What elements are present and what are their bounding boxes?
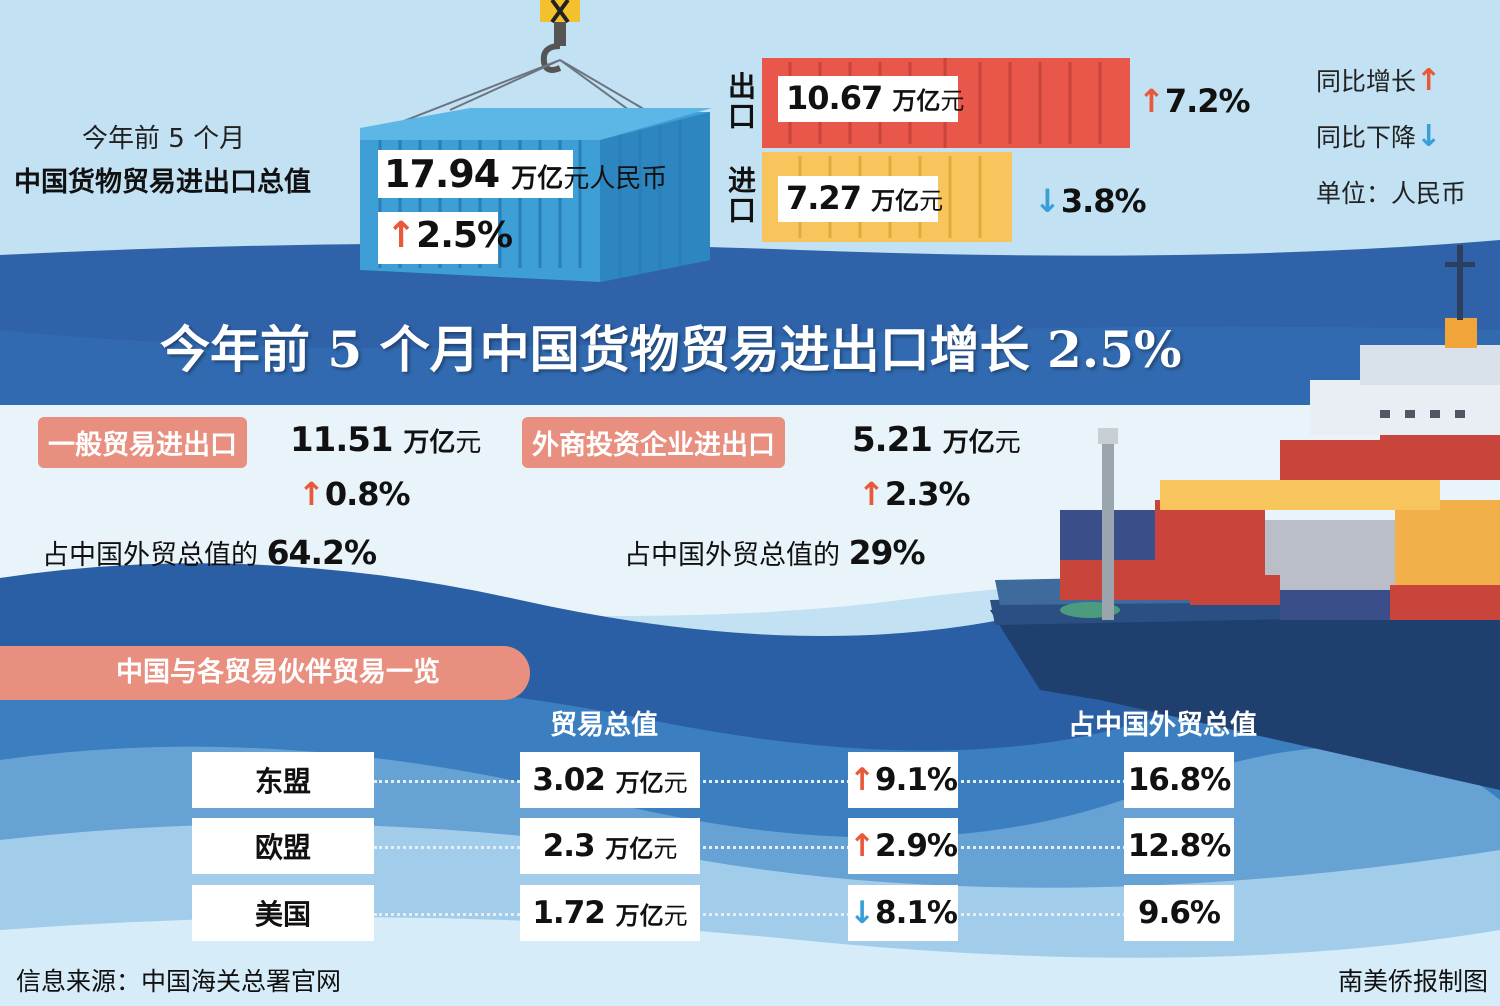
up-arrow-icon: ↑ [858,475,885,513]
partner-growth: ↓ 8.1% [848,885,958,941]
partner-unit-bold: 万亿 [615,768,664,797]
export-unit-bold: 万亿 [892,87,941,115]
up-arrow-icon: ↑ [1138,82,1165,120]
export-unit-rest: 元 [940,87,965,115]
row-connector [374,780,1234,783]
import-growth: ↓3.8% [1034,182,1147,220]
down-arrow-icon: ↓ [849,895,875,931]
partner-name: 欧盟 [192,818,374,874]
down-arrow-icon: ↓ [1416,119,1442,154]
legend-down: 同比下降↓ [1316,118,1441,154]
source-note: 信息来源：中国海关总署官网 [16,967,342,996]
general-trade-unit-bold: 万亿 [403,428,456,458]
total-value: 17.94 万亿元人民币 [384,152,667,196]
credit-note: 南美侨报制图 [1337,967,1488,996]
partner-value-number: 2.3 [542,828,596,864]
partner-share: 16.8% [1124,752,1234,808]
partner-unit-bold: 万亿 [605,834,654,863]
up-arrow-icon: ↑ [849,762,875,798]
partners-title: 中国与各贸易伙伴贸易一览 [0,646,530,700]
partner-growth-value: 9.1% [875,762,958,798]
partner-value: 2.3 万亿元 [520,818,700,874]
total-growth: ↑2.5% [386,215,513,256]
total-unit-rest: 元人民币 [563,164,668,194]
down-arrow-icon: ↓ [1034,182,1061,220]
export-label: 出口 [728,72,760,132]
partner-value-number: 1.72 [532,895,605,931]
foreign-invested-number: 5.21 [852,420,933,460]
general-trade-share-value: 64.2% [266,533,377,572]
partner-growth: ↑ 9.1% [848,752,958,808]
import-unit-rest: 元 [919,187,944,215]
partner-share-value: 12.8% [1127,828,1232,864]
partner-unit-rest: 元 [663,768,688,797]
general-trade-growth: ↑0.8% [298,475,411,513]
import-label: 进口 [728,166,760,226]
partner-share-value: 9.6% [1138,895,1221,931]
general-trade-share-text: 占中国外贸总值的 [42,540,258,571]
partner-name: 东盟 [192,752,374,808]
total-unit-bold: 万亿 [511,164,564,194]
up-arrow-icon: ↑ [1416,63,1442,98]
partner-value: 3.02 万亿元 [520,752,700,808]
total-caption-line1: 今年前 5 个月 [82,124,246,154]
general-trade-label: 一般贸易进出口 [38,417,247,468]
total-growth-box [378,212,498,264]
legend-up-text: 同比增长 [1316,67,1417,96]
partner-unit-bold: 万亿 [615,901,664,930]
export-value-box [778,76,958,122]
import-value: 7.27 万亿元 [786,179,943,217]
export-value: 10.67 万亿元 [786,79,964,117]
partner-share: 9.6% [1124,885,1234,941]
general-trade-growth-value: 0.8% [324,475,411,513]
foreign-invested-growth: ↑2.3% [858,475,971,513]
legend-down-text: 同比下降 [1316,123,1417,152]
up-arrow-icon: ↑ [386,215,417,256]
foreign-invested-share-text: 占中国外贸总值的 [624,540,840,571]
general-trade-value: 11.51 万亿元 [290,420,481,460]
foreign-invested-unit-bold: 万亿 [942,428,995,458]
partner-name: 美国 [192,885,374,941]
import-value-number: 7.27 [786,179,862,217]
export-label-text: 出口 [728,70,757,133]
import-growth-value: 3.8% [1060,182,1147,220]
partner-unit-rest: 元 [653,834,678,863]
import-value-box [778,176,938,222]
partner-growth-value: 8.1% [875,895,958,931]
partner-share-value: 16.8% [1127,762,1232,798]
row-connector [374,913,1234,916]
partner-share: 12.8% [1124,818,1234,874]
total-value-box [378,150,573,198]
partner-value-number: 3.02 [532,762,605,798]
up-arrow-icon: ↑ [849,828,875,864]
foreign-invested-label: 外商投资企业进出口 [522,417,785,468]
export-growth-value: 7.2% [1164,82,1251,120]
export-growth: ↑7.2% [1138,82,1251,120]
col-share-header: 占中国外贸总值 [1068,710,1257,741]
import-unit-bold: 万亿 [871,187,920,215]
partner-growth-value: 2.9% [875,828,958,864]
partner-growth: ↑ 2.9% [848,818,958,874]
total-value-number: 17.94 [384,152,500,196]
partner-unit-rest: 元 [663,901,688,930]
total-growth-value: 2.5% [416,215,513,256]
general-trade-unit-rest: 元 [455,428,482,458]
foreign-invested-share: 占中国外贸总值的 29% [624,533,926,572]
import-label-text: 进口 [728,164,757,227]
total-caption-line2: 中国货物贸易进出口总值 [14,167,311,198]
foreign-invested-share-value: 29% [848,533,926,572]
export-value-number: 10.67 [786,79,883,117]
row-connector [374,846,1234,849]
foreign-invested-unit-rest: 元 [994,428,1021,458]
up-arrow-icon: ↑ [298,475,325,513]
general-trade-number: 11.51 [290,420,394,460]
col-total-header: 贸易总值 [550,710,658,741]
foreign-invested-value: 5.21 万亿元 [852,420,1021,460]
headline: 今年前 5 个月中国货物贸易进出口增长 2.5% [160,320,1182,379]
partner-value: 1.72 万亿元 [520,885,700,941]
foreign-invested-growth-value: 2.3% [884,475,971,513]
legend-up: 同比增长↑ [1316,62,1441,98]
general-trade-share: 占中国外贸总值的 64.2% [42,533,377,572]
legend-unit: 单位：人民币 [1316,179,1467,208]
